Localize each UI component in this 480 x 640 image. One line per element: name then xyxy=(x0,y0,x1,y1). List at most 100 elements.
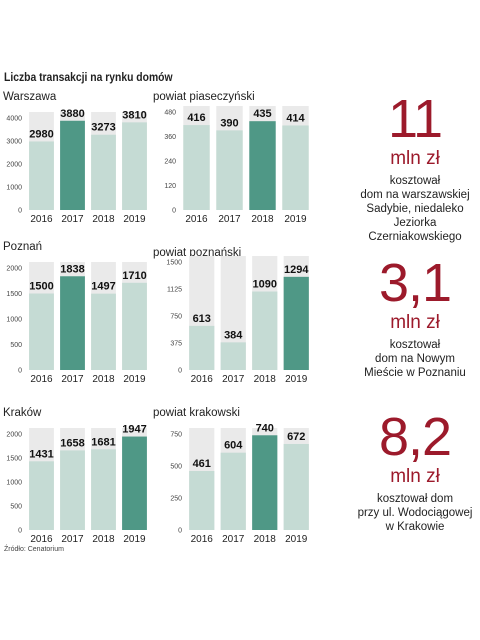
y-tick-label: 750 xyxy=(170,314,182,321)
x-tick-label: 2017 xyxy=(61,374,84,385)
data-label: 384 xyxy=(224,329,243,341)
y-tick-label: 120 xyxy=(164,183,176,190)
data-label: 3273 xyxy=(91,122,115,134)
data-label: 461 xyxy=(193,458,211,470)
stat-line: dom na Nowym xyxy=(375,353,455,365)
y-tick-label: 250 xyxy=(170,496,182,503)
data-label: 613 xyxy=(193,313,211,325)
x-tick-label: 2019 xyxy=(123,214,146,225)
y-tick-label: 500 xyxy=(170,464,182,471)
bar xyxy=(122,282,147,370)
y-tick-label: 1000 xyxy=(6,480,22,487)
bar xyxy=(29,141,54,210)
y-tick-label: 0 xyxy=(178,528,182,535)
data-label: 1658 xyxy=(60,437,84,449)
x-tick-label: 2016 xyxy=(30,374,53,385)
stat-value: 8,2 xyxy=(378,407,452,467)
bar xyxy=(29,461,54,530)
bar xyxy=(282,125,309,210)
stat-poznan: 3,1 mln zł kosztował dom na Nowym Mieści… xyxy=(350,256,480,380)
bar xyxy=(283,276,309,370)
bar xyxy=(189,470,215,530)
y-tick-label: 1125 xyxy=(167,287,182,294)
data-label: 1710 xyxy=(122,270,146,282)
y-tick-label: 750 xyxy=(170,432,182,439)
bar xyxy=(91,293,116,370)
x-tick-label: 2019 xyxy=(284,214,307,225)
x-tick-label: 2017 xyxy=(222,374,245,385)
panel-title: Poznań xyxy=(3,241,42,253)
bar xyxy=(60,120,85,210)
bar xyxy=(122,436,147,530)
x-tick-label: 2016 xyxy=(191,374,214,385)
y-tick-label: 2000 xyxy=(6,432,22,439)
bar xyxy=(283,443,309,530)
stat-unit: mln zł xyxy=(390,312,440,333)
data-label: 3880 xyxy=(60,108,84,120)
stat-krakow: 8,2 mln zł kosztował dom przy ul. Wodoci… xyxy=(350,410,480,534)
stat-value: 11 xyxy=(387,89,443,149)
bar xyxy=(216,130,243,210)
y-tick-label: 4000 xyxy=(6,116,22,123)
stat-value: 3,1 xyxy=(378,253,452,313)
x-tick-label: 2017 xyxy=(61,534,84,545)
bar xyxy=(220,452,246,530)
stat-unit: mln zł xyxy=(390,148,440,169)
x-tick-label: 2018 xyxy=(254,534,277,545)
bar xyxy=(189,325,215,370)
y-tick-label: 1500 xyxy=(6,456,22,463)
x-tick-label: 2017 xyxy=(222,534,245,545)
stat-line: przy ul. Wodociągowej xyxy=(357,507,473,519)
y-tick-label: 1500 xyxy=(166,260,182,267)
bar xyxy=(249,121,276,210)
panel-title: Warszawa xyxy=(3,91,57,103)
data-label: 1681 xyxy=(91,436,115,448)
stat-description: kosztował dom na warszawskiej Sadybie, n… xyxy=(350,174,480,244)
y-tick-label: 0 xyxy=(178,368,182,375)
stat-line: dom na warszawskiej xyxy=(360,189,470,201)
x-tick-label: 2016 xyxy=(30,534,53,545)
stat-line: Mieście w Poznaniu xyxy=(364,367,466,379)
y-tick-label: 2000 xyxy=(6,162,22,169)
y-tick-label: 480 xyxy=(164,110,176,117)
data-label: 2980 xyxy=(29,128,53,140)
x-tick-label: 2019 xyxy=(123,374,146,385)
panel-title: powiat piaseczyński xyxy=(153,91,255,103)
stat-description: kosztował dom przy ul. Wodociągowej w Kr… xyxy=(350,492,480,534)
y-tick-label: 500 xyxy=(10,342,22,349)
x-tick-label: 2019 xyxy=(123,534,146,545)
y-tick-label: 0 xyxy=(18,208,22,215)
bar xyxy=(29,293,54,370)
x-tick-label: 2018 xyxy=(92,534,115,545)
x-tick-label: 2017 xyxy=(61,214,84,225)
x-tick-label: 2016 xyxy=(185,214,208,225)
x-tick-label: 2016 xyxy=(191,534,214,545)
data-label: 1431 xyxy=(29,448,53,460)
data-label: 416 xyxy=(187,112,205,124)
stat-line: kosztował xyxy=(389,175,441,187)
bar xyxy=(60,450,85,530)
panel-title: Kraków xyxy=(3,407,42,419)
y-tick-label: 360 xyxy=(164,134,176,141)
y-tick-label: 0 xyxy=(172,208,176,215)
y-tick-label: 3000 xyxy=(6,139,22,146)
y-tick-label: 1500 xyxy=(6,291,22,298)
stat-warszawa: 11 mln zł kosztował dom na warszawskiej … xyxy=(350,92,480,244)
data-label: 3810 xyxy=(122,109,146,121)
data-label: 1497 xyxy=(91,281,115,293)
bar xyxy=(220,342,246,370)
x-tick-label: 2017 xyxy=(218,214,241,225)
data-label: 740 xyxy=(256,422,274,434)
data-label: 604 xyxy=(224,440,243,452)
y-tick-label: 1000 xyxy=(6,317,22,324)
x-tick-label: 2018 xyxy=(92,374,115,385)
data-label: 1947 xyxy=(122,424,146,436)
y-tick-label: 1000 xyxy=(6,185,22,192)
x-tick-label: 2018 xyxy=(251,214,274,225)
bar xyxy=(122,122,147,210)
stat-line: kosztował xyxy=(389,339,441,351)
stat-line: kosztował dom xyxy=(376,493,454,505)
stat-description: kosztował dom na Nowym Mieście w Poznani… xyxy=(350,338,480,380)
y-tick-label: 500 xyxy=(10,504,22,511)
